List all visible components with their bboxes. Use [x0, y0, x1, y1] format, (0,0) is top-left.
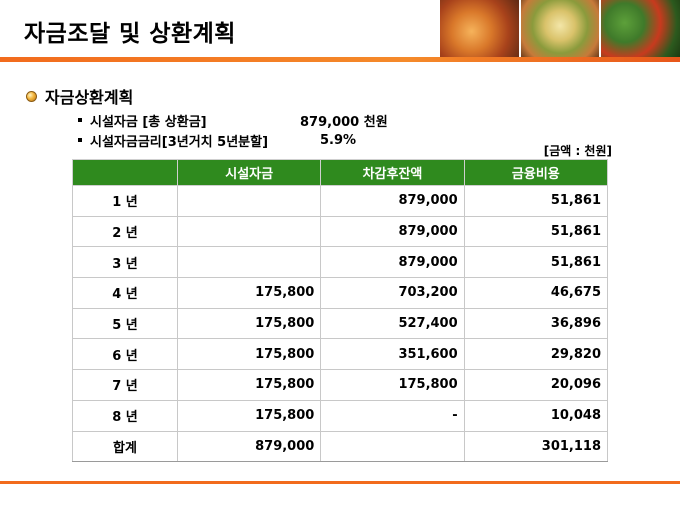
table-cell: [176, 185, 322, 217]
table-row: 1 년 879,000 51,861: [72, 185, 609, 217]
info-list: 시설자금 [총 상환금] 879,000 천원 시설자금금리[3년거치 5년분할…: [78, 110, 388, 150]
food-photo-image: [438, 0, 519, 57]
square-bullet-icon: [78, 118, 82, 122]
table-cell: [176, 246, 322, 279]
table-header-cell: 시설자금: [176, 159, 322, 186]
header: 자금조달 및 상환계획: [0, 0, 680, 62]
table-cell-year: 7 년: [72, 369, 178, 401]
table-cell: 20,096: [463, 369, 609, 401]
unit-note: [금액 : 천원]: [543, 144, 612, 158]
repayment-table: 시설자금 차감후잔액 금융비용 1 년 879,000 51,861 2 년 8…: [72, 159, 609, 463]
square-bullet-icon: [78, 138, 82, 142]
page-title: 자금조달 및 상환계획: [24, 21, 236, 47]
table-cell: 51,861: [463, 185, 609, 217]
table-cell: 175,800: [176, 399, 322, 432]
table-header-row: 시설자금 차감후잔액 금융비용: [72, 159, 609, 186]
table-cell: 46,675: [463, 277, 609, 309]
food-photo-image: [518, 0, 600, 57]
table-cell-year: 3 년: [72, 246, 178, 279]
table-cell: -: [320, 399, 465, 432]
table-cell: 879,000: [320, 185, 465, 217]
footer-divider: [0, 481, 680, 484]
table-header-cell: 차감후잔액: [320, 159, 465, 186]
table-cell: 10,048: [463, 399, 609, 432]
table-cell: [176, 215, 322, 248]
table-cell: 175,800: [320, 369, 465, 401]
info-value: 879,000 천원: [300, 114, 388, 130]
info-label: 시설자금금리[3년거치 5년분할]: [90, 134, 269, 150]
table-cell: 351,600: [320, 338, 465, 371]
table-row: 5 년 175,800 527,400 36,896: [72, 307, 609, 340]
info-label: 시설자금 [총 상환금]: [90, 114, 207, 130]
table-row: 6 년 175,800 351,600 29,820: [72, 338, 609, 371]
table-cell: 175,800: [176, 307, 322, 340]
table-cell-year: 2 년: [72, 215, 178, 248]
table-total-row: 합계 879,000 301,118: [72, 430, 609, 463]
table-row: 4 년 175,800 703,200 46,675: [72, 277, 609, 309]
table-cell-year: 1 년: [72, 185, 178, 217]
table-cell-year: 6 년: [72, 338, 178, 371]
table-row: 3 년 879,000 51,861: [72, 246, 609, 279]
header-divider: [0, 57, 680, 62]
table-row: 7 년 175,800 175,800 20,096: [72, 369, 609, 401]
table-cell: 51,861: [463, 246, 609, 279]
section-heading-text: 자금상환계획: [45, 88, 134, 107]
table-cell: 879,000: [320, 246, 465, 279]
table-cell-year: 합계: [72, 430, 178, 463]
table-cell-year: 5 년: [72, 307, 178, 340]
table-header-cell: [72, 159, 178, 186]
table-cell-year: 8 년: [72, 399, 178, 432]
table-cell-year: 4 년: [72, 277, 178, 309]
table-cell: [320, 430, 465, 463]
food-photo-image: [599, 0, 680, 57]
section-heading: 자금상환계획: [26, 84, 133, 108]
list-item: 시설자금 [총 상환금] 879,000 천원: [78, 110, 388, 130]
table-cell: 301,118: [463, 430, 609, 463]
bullet-circle-icon: [26, 90, 37, 102]
list-item: 시설자금금리[3년거치 5년분할] 5.9%: [78, 130, 388, 150]
table-cell: 175,800: [176, 277, 322, 309]
table-cell: 175,800: [176, 338, 322, 371]
table-cell: 527,400: [320, 307, 465, 340]
info-value: 5.9%: [320, 132, 357, 148]
table-cell: 51,861: [463, 215, 609, 248]
table-cell: 703,200: [320, 277, 465, 309]
table-row: 8 년 175,800 - 10,048: [72, 399, 609, 432]
table-cell: 879,000: [320, 215, 465, 248]
food-photo-strip: [438, 0, 680, 57]
table-cell: 879,000: [176, 430, 322, 463]
table-cell: 36,896: [463, 307, 609, 340]
table-header-cell: 금융비용: [463, 159, 609, 186]
table-row: 2 년 879,000 51,861: [72, 215, 609, 248]
table-cell: 29,820: [463, 338, 609, 371]
table-cell: 175,800: [176, 369, 322, 401]
